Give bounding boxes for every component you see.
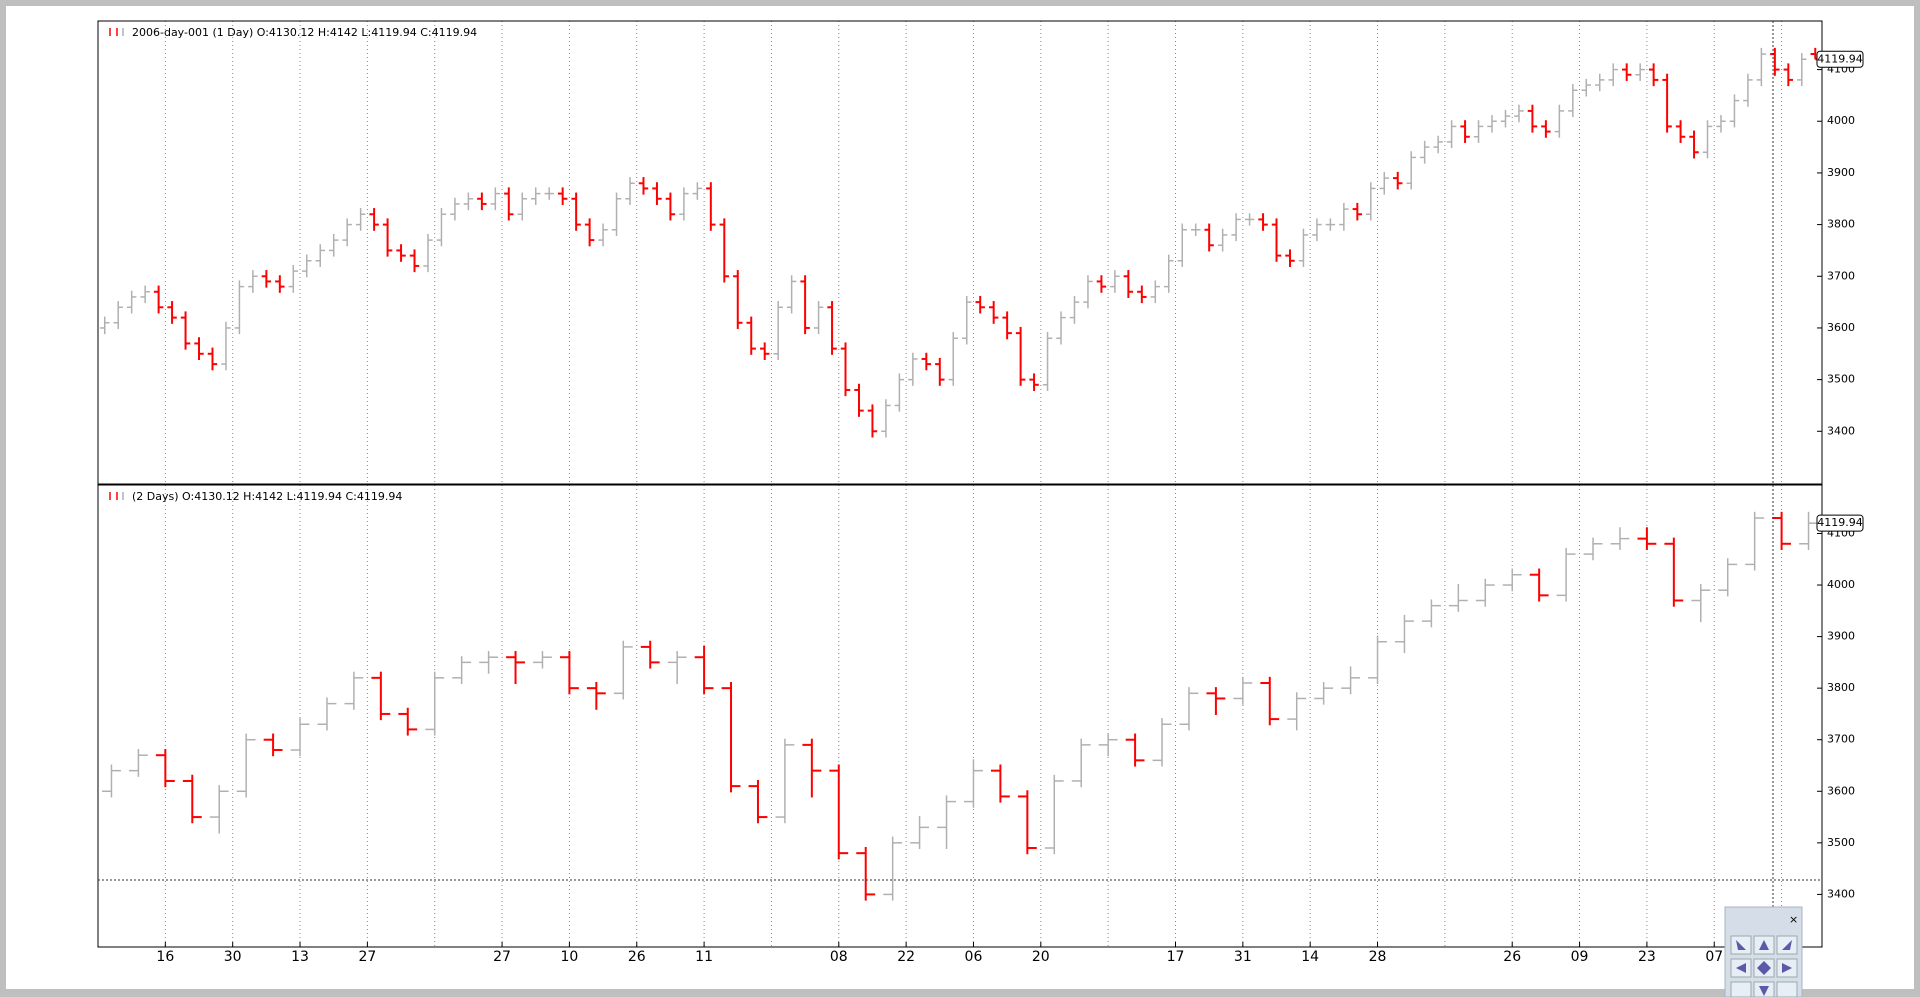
y-tick-label: 3400	[1827, 887, 1855, 900]
x-tick-label: 08	[830, 949, 848, 965]
x-tick-label: 28	[1369, 949, 1387, 965]
legend-label: 2006-day-001 (1 Day) O:4130.12 H:4142 L:…	[132, 26, 477, 39]
y-tick-label: 3700	[1827, 733, 1855, 746]
x-tick-label: 07	[1705, 949, 1723, 965]
x-tick-label: 09	[1571, 949, 1589, 965]
y-tick-label: 3500	[1827, 373, 1855, 386]
x-tick-label: 27	[358, 949, 376, 965]
axes-frame	[97, 20, 1823, 485]
last-price-box	[1816, 50, 1864, 68]
y-tick-label: 3800	[1827, 681, 1855, 694]
x-tick-label: 23	[1638, 949, 1656, 965]
y-tick-label: 3500	[1827, 836, 1855, 849]
y-tick-label: 4000	[1827, 114, 1855, 127]
x-tick-label: 27	[493, 949, 511, 965]
figure	[6, 6, 1914, 989]
arrow-up-right-icon	[1782, 940, 1792, 950]
arrow-left-icon	[1736, 963, 1746, 973]
legend-label: (2 Days) O:4130.12 H:4142 L:4119.94 C:41…	[132, 490, 402, 503]
x-tick-label: 14	[1301, 949, 1319, 965]
axes-frame	[97, 484, 1823, 948]
x-tick-label: 26	[628, 949, 646, 965]
arrow-down-icon	[1759, 986, 1769, 996]
last-price-label: 4119.94	[1817, 516, 1863, 529]
navigation-toolbar: ×	[1724, 906, 1803, 997]
x-tick-label: 06	[965, 949, 983, 965]
x-tick-label: 11	[695, 949, 713, 965]
y-tick-label: 3600	[1827, 321, 1855, 334]
toolbar-close-icon[interactable]: ×	[1789, 913, 1798, 926]
x-tick-label: 30	[224, 949, 242, 965]
x-tick-label: 26	[1503, 949, 1521, 965]
x-tick-label: 10	[560, 949, 578, 965]
x-tick-label: 20	[1032, 949, 1050, 965]
last-price-box	[1816, 514, 1864, 532]
pan-down-left[interactable]	[1730, 981, 1752, 997]
x-tick-label: 17	[1167, 949, 1185, 965]
y-tick-label: 3800	[1827, 218, 1855, 231]
x-tick-label: 22	[897, 949, 915, 965]
center-icon	[1757, 961, 1771, 975]
x-tick-label: 16	[156, 949, 174, 965]
arrow-up-left-icon	[1736, 940, 1746, 950]
y-tick-label: 4000	[1827, 578, 1855, 591]
plot-area: 340035003600370038003900400041002006-day…	[97, 20, 1864, 965]
last-price-label: 4119.94	[1817, 52, 1863, 65]
y-tick-label: 3900	[1827, 630, 1855, 643]
arrow-up-icon	[1759, 940, 1769, 950]
x-tick-label: 13	[291, 949, 309, 965]
y-tick-label: 3900	[1827, 166, 1855, 179]
y-tick-label: 3600	[1827, 784, 1855, 797]
pan-down-right[interactable]	[1776, 981, 1798, 997]
y-tick-label: 3400	[1827, 424, 1855, 437]
y-tick-label: 3700	[1827, 269, 1855, 282]
arrow-right-icon	[1782, 963, 1792, 973]
x-tick-label: 31	[1234, 949, 1252, 965]
